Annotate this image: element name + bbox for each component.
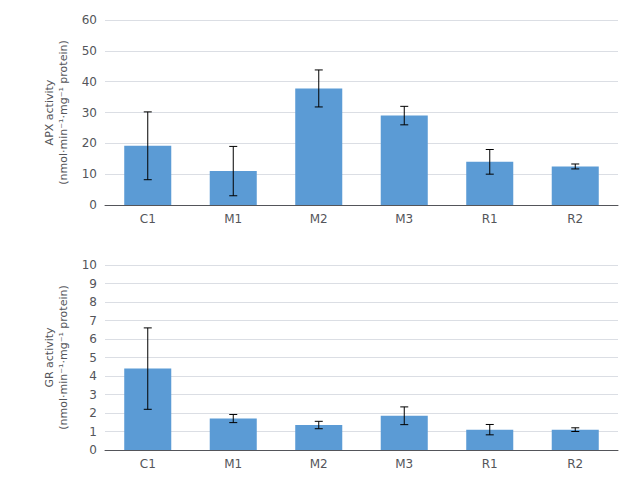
- svg-text:7: 7: [89, 314, 97, 328]
- svg-text:40: 40: [82, 75, 97, 89]
- svg-text:0: 0: [89, 198, 97, 212]
- svg-text:9: 9: [89, 277, 97, 291]
- svg-text:C1: C1: [140, 212, 156, 226]
- svg-text:3: 3: [89, 388, 97, 402]
- svg-text:2: 2: [89, 406, 97, 420]
- svg-text:APX activity: APX activity: [43, 79, 56, 145]
- svg-text:R2: R2: [567, 212, 583, 226]
- svg-text:(nmol·min⁻¹·mg⁻¹ protein): (nmol·min⁻¹·mg⁻¹ protein): [57, 40, 70, 185]
- svg-text:M3: M3: [395, 212, 413, 226]
- svg-text:R1: R1: [482, 212, 498, 226]
- svg-text:(nmol·min⁻¹·mg⁻¹ protein): (nmol·min⁻¹·mg⁻¹ protein): [57, 285, 70, 430]
- svg-text:M2: M2: [310, 457, 328, 471]
- svg-text:5: 5: [89, 351, 97, 365]
- svg-text:20: 20: [82, 136, 97, 150]
- svg-text:30: 30: [82, 106, 97, 120]
- svg-text:C1: C1: [140, 457, 156, 471]
- svg-text:R1: R1: [482, 457, 498, 471]
- svg-text:0: 0: [89, 443, 97, 457]
- svg-text:10: 10: [82, 167, 97, 181]
- svg-text:M1: M1: [224, 457, 242, 471]
- svg-text:M2: M2: [310, 212, 328, 226]
- svg-text:6: 6: [89, 332, 97, 346]
- svg-text:8: 8: [89, 295, 97, 309]
- svg-text:M3: M3: [395, 457, 413, 471]
- svg-text:10: 10: [82, 258, 97, 272]
- svg-text:4: 4: [89, 369, 97, 383]
- svg-text:M1: M1: [224, 212, 242, 226]
- svg-text:50: 50: [82, 44, 97, 58]
- svg-text:1: 1: [89, 425, 97, 439]
- svg-text:GR activity: GR activity: [43, 327, 56, 388]
- svg-text:R2: R2: [567, 457, 583, 471]
- svg-text:60: 60: [82, 13, 97, 27]
